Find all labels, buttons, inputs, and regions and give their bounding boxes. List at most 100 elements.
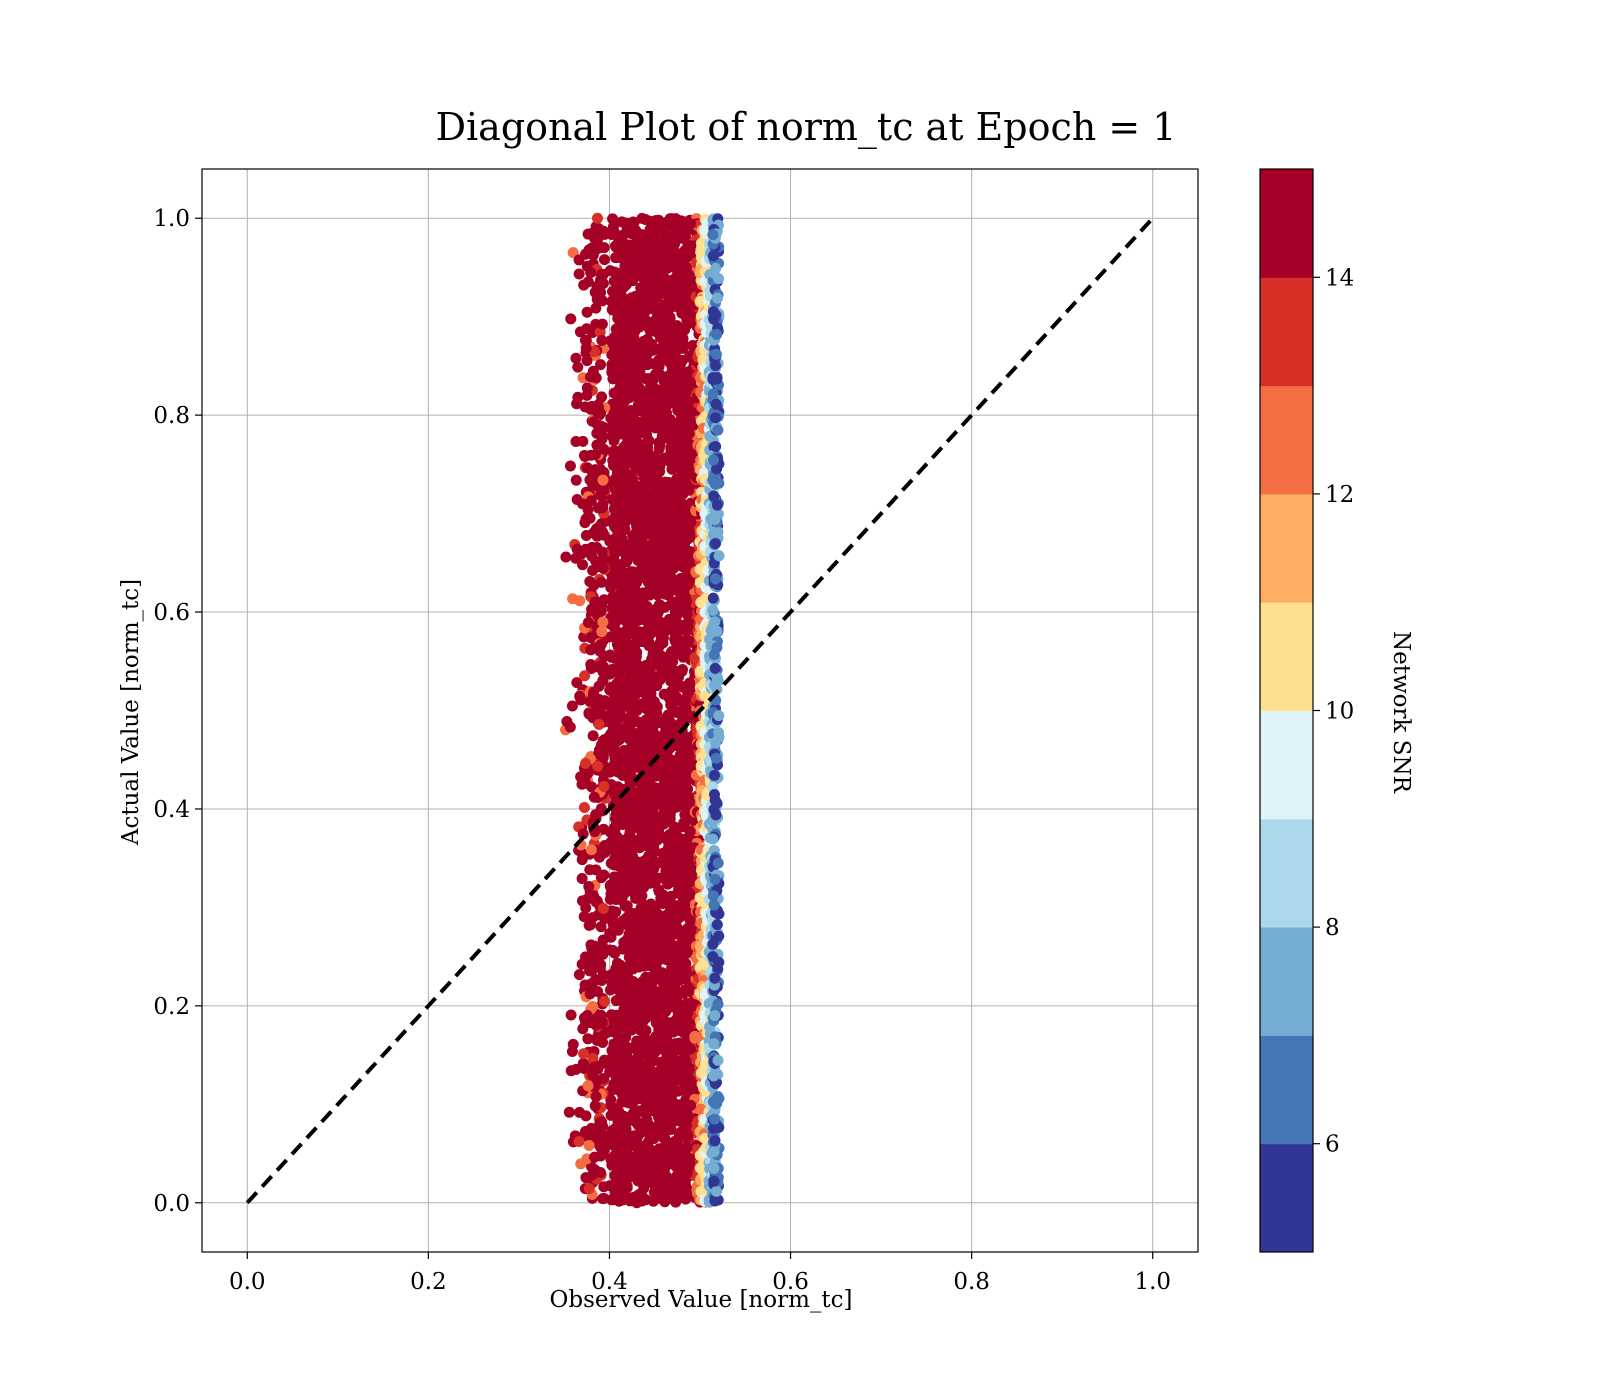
scatter-point (596, 626, 608, 638)
scatter-point (669, 348, 681, 360)
scatter-point (583, 1183, 595, 1195)
scatter-point (598, 254, 610, 266)
scatter-point (707, 604, 719, 616)
scatter-point (595, 660, 607, 672)
scatter-point (590, 555, 602, 567)
scatter-point (609, 652, 621, 664)
scatter-point (709, 794, 721, 806)
scatter-point (594, 528, 606, 540)
scatter-point (599, 995, 611, 1007)
scatter-point (580, 1172, 592, 1184)
scatter-point (560, 551, 572, 563)
scatter-point (567, 1038, 579, 1050)
scatter-point (595, 420, 607, 432)
scatter-point (707, 373, 719, 385)
scatter-point (588, 642, 600, 654)
scatter-point (713, 710, 725, 722)
scatter-point (653, 969, 665, 981)
scatter-point (609, 1180, 621, 1192)
scatter-point (581, 462, 593, 474)
scatter-point (711, 499, 723, 511)
scatter-point (708, 1162, 720, 1174)
scatter-point (596, 268, 608, 280)
scatter-point (594, 1116, 606, 1128)
scatter-point (710, 537, 722, 549)
scatter-point (708, 1038, 720, 1050)
scatter-point (570, 474, 582, 486)
scatter-point (577, 828, 589, 840)
scatter-point (680, 783, 692, 795)
scatter-point (587, 730, 599, 742)
scatter-point (710, 809, 722, 821)
scatter-point (596, 974, 608, 986)
scatter-point (708, 1175, 720, 1187)
scatter-point (683, 634, 695, 646)
scatter-point (578, 1063, 590, 1075)
scatter-point (597, 616, 609, 628)
scatter-point (580, 902, 592, 914)
scatter-point (596, 596, 608, 608)
scatter-point (578, 450, 590, 462)
scatter-point (662, 843, 674, 855)
scatter-point (709, 573, 721, 585)
scatter-point (598, 650, 610, 662)
scatter-point (710, 262, 722, 274)
scatter-point (664, 397, 676, 409)
scatter-point (711, 625, 723, 637)
scatter-point (709, 514, 721, 526)
scatter-point (578, 801, 590, 813)
scatter-point (713, 930, 725, 942)
scatter-point (612, 496, 624, 508)
scatter-point (709, 972, 721, 984)
scatter-point (594, 944, 606, 956)
scatter-point (708, 313, 720, 325)
scatter-point (618, 937, 630, 949)
scatter-point (566, 700, 578, 712)
scatter-point (573, 254, 585, 266)
scatter-point (574, 326, 586, 338)
scatter-point (578, 1048, 590, 1060)
scatter-point (709, 662, 721, 674)
scatter-point (710, 752, 722, 764)
scatter-point (594, 463, 606, 475)
scatter-point (642, 971, 654, 983)
scatter-point (679, 1026, 691, 1038)
scatter-point (623, 1150, 635, 1162)
scatter-point (597, 902, 609, 914)
scatter-point (708, 649, 720, 661)
scatter-point (681, 625, 693, 637)
scatter-point (707, 250, 719, 262)
scatter-point (565, 1009, 577, 1021)
scatter-point (597, 709, 609, 721)
scatter-point (629, 238, 641, 250)
scatter-point (710, 412, 722, 424)
scatter-point (713, 550, 725, 562)
scatter-point (577, 559, 589, 571)
scatter-point (598, 780, 610, 792)
scatter-point (574, 595, 586, 607)
scatter-point (608, 724, 620, 736)
scatter-point (707, 592, 719, 604)
scatter-point (708, 472, 720, 484)
scatter-point (709, 873, 721, 885)
scatter-point (582, 767, 594, 779)
scatter-point (599, 734, 611, 746)
scatter-point (571, 398, 583, 410)
scatter-point (707, 229, 719, 241)
scatter-point (673, 671, 685, 683)
scatter-point (585, 495, 597, 507)
chart-title: Diagonal Plot of norm_tc at Epoch = 1 (436, 105, 1177, 150)
scatter-point (582, 1033, 594, 1045)
scatter-point (596, 391, 608, 403)
scatter-point (595, 1009, 607, 1021)
scatter-point (708, 899, 720, 911)
scatter-point (597, 752, 609, 764)
scatter-point (577, 498, 589, 510)
scatter-point (592, 986, 604, 998)
scatter-point (709, 1135, 721, 1147)
scatter-point (708, 490, 720, 502)
scatter-point (597, 474, 609, 486)
scatter-point (581, 1010, 593, 1022)
scatter-point (596, 318, 608, 330)
scatter-points (560, 212, 725, 1209)
